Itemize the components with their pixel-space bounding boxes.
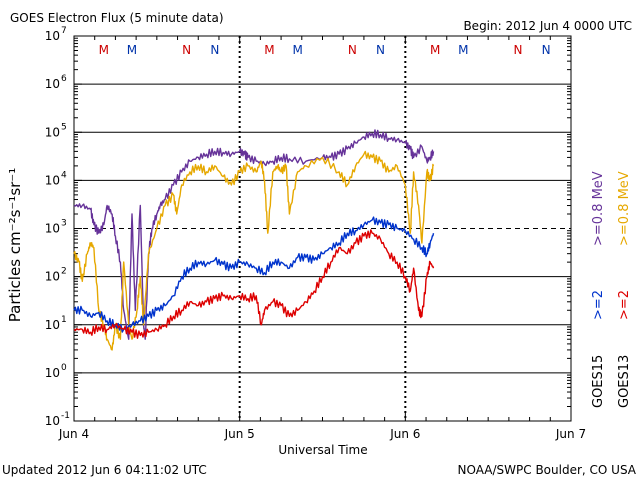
legend: GOES15 >=2 >=0.8 MeV GOES13 >=2 >=0.8 Me… xyxy=(591,171,632,408)
legend-energy-goes13: >=0.8 MeV xyxy=(617,171,632,246)
series-line-0 xyxy=(73,129,435,340)
y-tick-label-3: 10 xyxy=(45,270,60,284)
y-tick-exp-8: 7 xyxy=(61,26,67,36)
y-axis-label: Particles cm⁻²s⁻¹sr⁻¹ xyxy=(6,168,24,322)
y-tick-exp-6: 5 xyxy=(61,122,67,132)
marker-4: M xyxy=(264,43,274,57)
y-tick-label-1: 10 xyxy=(45,366,60,380)
grid-lines xyxy=(74,36,571,421)
legend-low-goes13: >=2 xyxy=(617,290,632,320)
y-tick-label-2: 10 xyxy=(45,318,60,332)
data-series xyxy=(73,129,435,351)
y-tick-exp-2: 1 xyxy=(61,315,67,325)
y-tick-exp-7: 6 xyxy=(61,74,67,84)
y-tick-label-5: 10 xyxy=(45,173,60,187)
marker-0: M xyxy=(99,43,109,57)
y-tick-label-4: 10 xyxy=(45,222,60,236)
series-line-3 xyxy=(73,229,435,339)
x-tick-label-3: Jun 7 xyxy=(555,427,586,441)
marker-8: M xyxy=(430,43,440,57)
legend-sat-goes15: GOES15 xyxy=(591,355,606,408)
legend-low-goes15: >=2 xyxy=(591,290,606,320)
x-axis-label: Universal Time xyxy=(278,443,367,457)
y-tick-label-0: 10 xyxy=(45,414,60,428)
marker-6: N xyxy=(348,43,357,57)
y-tick-label-6: 10 xyxy=(45,125,60,139)
x-tick-label-2: Jun 6 xyxy=(389,427,420,441)
y-tick-exp-4: 3 xyxy=(61,219,67,229)
marker-1: M xyxy=(127,43,137,57)
marker-3: N xyxy=(210,43,219,57)
y-tick-label-8: 10 xyxy=(45,29,60,43)
marker-7: N xyxy=(376,43,385,57)
marker-9: M xyxy=(458,43,468,57)
legend-sat-goes13: GOES13 xyxy=(617,355,632,408)
marker-2: N xyxy=(182,43,191,57)
y-tick-exp-0: -1 xyxy=(61,411,70,421)
series-line-2 xyxy=(73,216,435,333)
updated-label: Updated 2012 Jun 6 04:11:02 UTC xyxy=(2,463,207,477)
x-tick-labels: Jun 4 Jun 5 Jun 6 Jun 7 xyxy=(58,427,586,441)
y-tick-exp-5: 4 xyxy=(61,170,67,180)
y-tick-exp-3: 2 xyxy=(61,267,67,277)
legend-energy-goes15: >=0.8 MeV xyxy=(591,171,606,246)
tick-marks xyxy=(73,35,572,422)
marker-5: M xyxy=(292,43,302,57)
marker-10: N xyxy=(513,43,522,57)
credit-label: NOAA/SWPC Boulder, CO USA xyxy=(458,463,637,477)
begin-label: Begin: 2012 Jun 4 0000 UTC xyxy=(463,19,632,33)
chart-title: GOES Electron Flux (5 minute data) xyxy=(10,11,224,25)
x-tick-label-0: Jun 4 xyxy=(58,427,89,441)
y-tick-label-7: 10 xyxy=(45,77,60,91)
y-tick-exp-1: 0 xyxy=(61,363,67,373)
marker-11: N xyxy=(542,43,551,57)
x-tick-label-1: Jun 5 xyxy=(224,427,255,441)
